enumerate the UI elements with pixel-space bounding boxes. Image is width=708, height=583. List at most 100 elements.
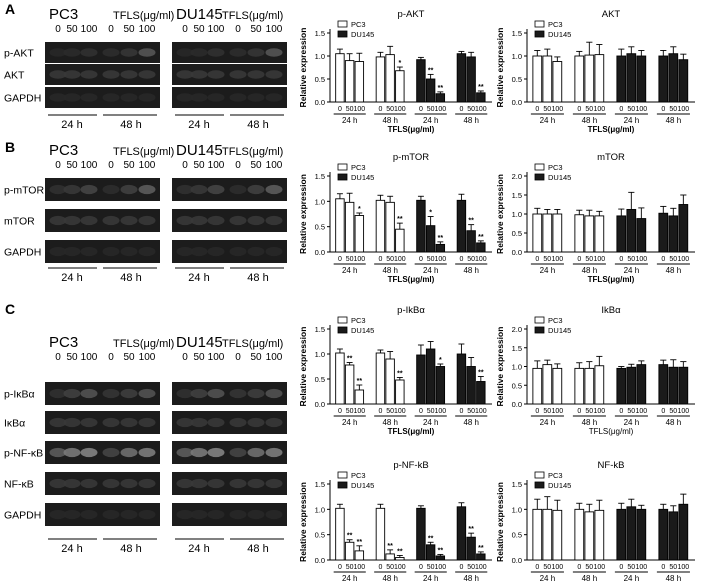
blot-band	[190, 215, 208, 226]
bar	[456, 199, 467, 253]
blot-band	[190, 478, 208, 489]
blot-band	[138, 509, 156, 520]
blot-band	[247, 246, 265, 257]
bar	[375, 352, 386, 405]
lane-label: 50	[66, 352, 78, 363]
time-label: 24 h	[188, 543, 209, 555]
blot-band	[138, 447, 156, 458]
legend-swatch	[337, 481, 348, 489]
dose-label: 100	[353, 408, 365, 415]
y-tick-label: 0.0	[315, 98, 325, 107]
y-tick-label: 1.5	[512, 480, 522, 489]
blot-band	[265, 215, 283, 226]
blot-band	[190, 93, 208, 102]
dose-label: 50	[543, 106, 551, 113]
bar	[658, 508, 669, 561]
blot-band	[176, 215, 194, 226]
significance-marker: *	[429, 210, 432, 217]
blot-band	[63, 246, 81, 257]
lane-label: 0	[55, 24, 61, 35]
bar	[425, 544, 436, 561]
y-tick-label: 0.0	[512, 98, 522, 107]
dose-label: 50	[669, 256, 677, 263]
dose-label: 0	[378, 408, 382, 415]
significance-marker: **	[468, 526, 474, 533]
dose-label: 100	[635, 106, 647, 113]
dose-label: 50	[427, 564, 435, 571]
dose-label: 0	[577, 106, 581, 113]
blot-band	[247, 93, 265, 102]
bar	[658, 212, 669, 253]
legend-label: DU145	[351, 30, 374, 39]
bar	[636, 218, 647, 253]
dose-label: 50	[543, 408, 551, 415]
blot-band	[176, 48, 194, 57]
blot-band	[265, 417, 283, 428]
dose-label: 100	[353, 106, 365, 113]
bar	[354, 61, 365, 103]
bar	[416, 59, 426, 103]
chart-title: p-AKT	[398, 9, 425, 20]
blot-band	[102, 447, 120, 458]
bar	[395, 557, 405, 561]
dose-label: 0	[619, 256, 623, 263]
bar	[594, 54, 605, 103]
bar	[344, 364, 355, 405]
bar	[354, 215, 365, 253]
blot-band	[80, 48, 98, 57]
blot-band	[120, 93, 138, 102]
dose-label: 100	[635, 408, 647, 415]
bar	[344, 541, 355, 561]
bar	[416, 199, 426, 253]
blot-band	[265, 184, 283, 195]
bar	[466, 536, 476, 561]
blot-band	[63, 447, 81, 458]
bar	[466, 366, 476, 405]
bar	[354, 550, 365, 561]
x-axis-label: TFLS(μg/ml)	[588, 275, 635, 284]
blot-band	[49, 509, 67, 520]
bar	[552, 213, 563, 253]
y-tick-label: 0.0	[315, 556, 325, 565]
bar	[335, 198, 345, 253]
group-time-label: 24 h	[342, 116, 358, 125]
y-tick-label: 1.0	[512, 52, 522, 61]
bar	[636, 55, 647, 103]
bar	[626, 366, 637, 405]
blot-band	[190, 70, 208, 79]
lane-label: 100	[208, 160, 225, 171]
blot-row-label: AKT	[4, 70, 25, 82]
y-tick-label: 1.5	[512, 29, 522, 38]
y-tick-label: 1.5	[315, 325, 325, 334]
significance-marker: **	[428, 67, 434, 74]
blot-band	[138, 417, 156, 428]
group-time-label: 24 h	[624, 116, 640, 125]
y-tick-label: 2.0	[512, 172, 522, 181]
legend-label: PC3	[548, 316, 563, 325]
lane-label: 100	[208, 24, 225, 35]
lane-label: 100	[81, 352, 98, 363]
legend-swatch	[337, 173, 348, 181]
significance-marker: *	[439, 357, 442, 364]
blot-band	[120, 70, 138, 79]
group-time-label: 48 h	[582, 116, 598, 125]
dose-label: 0	[577, 256, 581, 263]
bar	[552, 61, 563, 103]
legend-label: PC3	[548, 471, 563, 480]
blot-band	[63, 478, 81, 489]
bar	[335, 352, 345, 405]
group-time-label: 48 h	[666, 266, 682, 275]
lane-label: 0	[108, 352, 114, 363]
group-time-label: 48 h	[463, 418, 479, 427]
dose-label: 100	[593, 408, 605, 415]
bar	[584, 511, 595, 561]
blot-band	[207, 70, 225, 79]
blot-band	[265, 48, 283, 57]
time-label: 24 h	[61, 543, 82, 555]
blot-band	[190, 509, 208, 520]
dose-label: 0	[459, 564, 463, 571]
legend-swatch	[534, 30, 545, 38]
bar	[435, 93, 446, 103]
group-time-label: 24 h	[423, 418, 439, 427]
lane-label: 100	[139, 160, 156, 171]
